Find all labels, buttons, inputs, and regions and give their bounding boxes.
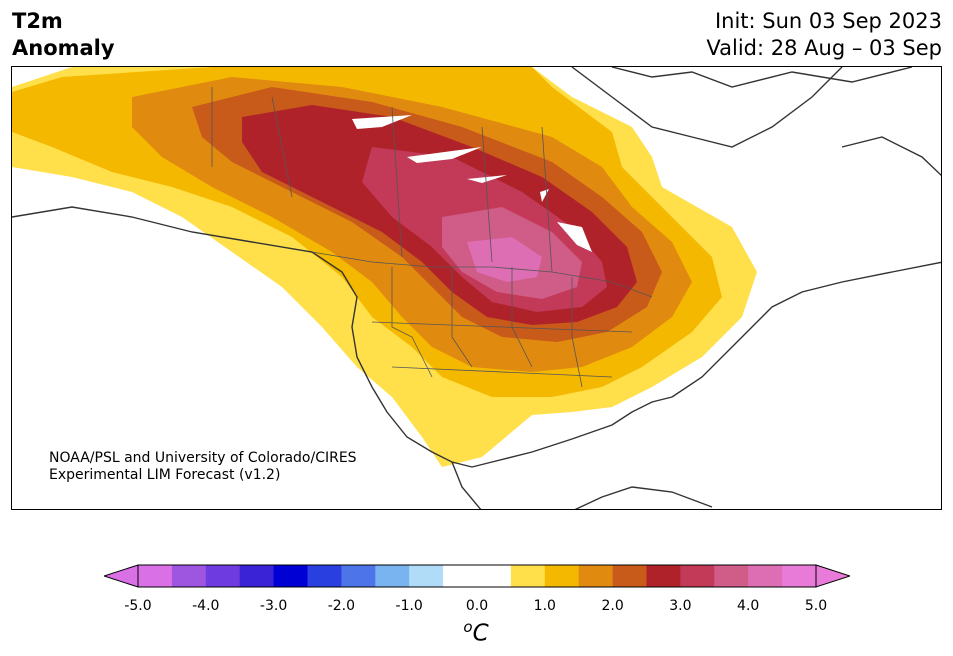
colorbar-tick-label: -4.0 (192, 598, 220, 614)
colorbar-segment (510, 565, 546, 587)
init-date: Init: Sun 03 Sep 2023 (714, 9, 942, 33)
colorbar-tick-label: -2.0 (327, 598, 356, 614)
colorbar-tick-label: 4.0 (737, 598, 760, 614)
colorbar-tick-label: 5.0 (804, 598, 828, 614)
colorbar-tick-label: 1.0 (533, 598, 556, 614)
colorbar-segment (578, 565, 614, 587)
province-line (391, 106, 403, 258)
lake (467, 175, 507, 183)
colorbar-tick-label: -5.0 (124, 598, 152, 614)
colorbar-frame (137, 564, 817, 588)
colorbar-tick-label: 0.0 (465, 598, 489, 614)
state-line (451, 267, 473, 368)
units-base: C (472, 620, 489, 647)
lake (407, 147, 482, 163)
lake (557, 222, 592, 252)
colorbar-tick-label: 2.0 (601, 598, 624, 614)
colorbar-over-arrow (815, 564, 850, 588)
colorbar-segments (138, 565, 817, 587)
coastlines (12, 67, 941, 509)
title-line-2: Anomaly (12, 36, 115, 60)
west-coast (12, 206, 473, 468)
colorbar-segment (714, 565, 749, 587)
colorbar-segment (477, 565, 512, 587)
hudson-bay (571, 67, 843, 148)
colorbar-tick-label: 3.0 (669, 598, 692, 614)
colorbar-segment (443, 565, 478, 587)
forecast-credit: NOAA/PSL and University of Colorado/CIRE… (49, 450, 357, 484)
units-degree: o (463, 618, 473, 636)
state-line (391, 267, 433, 378)
contour-4-5c (467, 237, 542, 282)
colorbar-segment (273, 565, 308, 587)
map-title: T2m Anomaly (12, 8, 115, 62)
state-line (371, 321, 633, 333)
colorbar (104, 564, 850, 588)
credit-line-1: NOAA/PSL and University of Colorado/CIRE… (49, 450, 357, 466)
colorbar-segment (680, 565, 715, 587)
colorbar-segment (748, 565, 783, 587)
colorbar-tick-label: -3.0 (259, 598, 288, 614)
us-canada-border (311, 251, 653, 298)
colorbar-tick-label: -1.0 (395, 598, 423, 614)
colorbar-segment (782, 565, 817, 587)
credit-line-2: Experimental LIM Forecast (v1.2) (49, 467, 281, 483)
anomaly-map (11, 66, 942, 510)
east-coast (671, 261, 941, 398)
mexico-coast (451, 461, 482, 509)
gulf-coast (471, 396, 673, 468)
title-line-1: T2m (12, 9, 63, 33)
colorbar-segment (138, 565, 173, 587)
state-line (391, 366, 613, 378)
greenland (841, 136, 941, 177)
colorbar-segment (239, 565, 275, 587)
province-line (271, 96, 293, 198)
units-label: oC (463, 618, 488, 647)
colorbar-segment (612, 565, 647, 587)
valid-date: Valid: 28 Aug – 03 Sep (706, 36, 942, 60)
colorbar-segment (646, 565, 681, 587)
yucatan (574, 486, 713, 509)
colorbar-segment (171, 565, 207, 587)
colorbar-segment (375, 565, 410, 587)
anomaly-contours (12, 67, 757, 467)
forecast-dates: Init: Sun 03 Sep 2023 Valid: 28 Aug – 03… (706, 8, 942, 62)
lake (352, 115, 412, 129)
political-borders (211, 87, 653, 388)
colorbar-under-arrow (104, 564, 139, 588)
colorbar-segment (205, 565, 241, 587)
province-line (481, 126, 493, 263)
colorbar-segment (544, 565, 580, 587)
colorbar-segment (341, 565, 376, 587)
colorbar-segment (409, 565, 444, 587)
map-svg (12, 67, 941, 509)
lakes (352, 115, 592, 252)
colorbar-segment (307, 565, 342, 587)
arctic-islands (611, 67, 913, 88)
state-line (571, 277, 583, 388)
province-line (541, 126, 553, 273)
